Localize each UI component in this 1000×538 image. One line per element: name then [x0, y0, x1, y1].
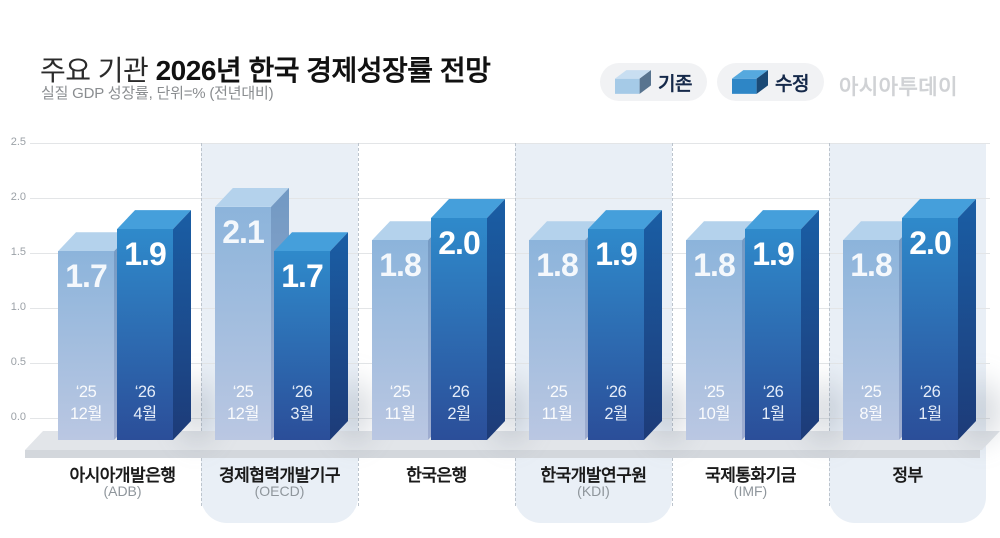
gridline — [30, 418, 990, 419]
bar-old-front-face — [529, 240, 585, 440]
group-separator-dashed-line — [829, 143, 830, 506]
bar-old-top-face — [215, 188, 289, 207]
bar-old-front-face — [372, 240, 428, 440]
bar-new-top-face — [431, 199, 505, 218]
bar-date-label: ‘25 12월 — [69, 383, 103, 423]
bar-value-label: 2.0 — [909, 225, 951, 261]
bar-old-top-face — [372, 221, 446, 240]
bar-date-label: ‘25 8월 — [859, 383, 883, 423]
y-axis-tick-label: 1.5 — [10, 246, 26, 258]
bar-old-top-face — [529, 221, 603, 240]
institution-name-label: 경제협력개발기구 — [218, 466, 341, 485]
bar-date-label: ‘25 10월 — [697, 383, 731, 423]
y-axis-tick-label: 1.0 — [10, 301, 26, 313]
bar-value-label: 1.7 — [65, 258, 107, 295]
bar-value-label: 1.7 — [281, 258, 323, 295]
legend-item-old: 기존 — [600, 63, 707, 101]
gridline — [30, 363, 990, 364]
title-prefix: 주요 기관 — [40, 54, 149, 86]
institution-name-label: 정부 — [892, 466, 923, 485]
bar-date-label: ‘25 11월 — [541, 383, 573, 423]
bar-old-front-face — [843, 240, 899, 440]
group-separator-dashed-line — [672, 143, 673, 506]
legend-new-label: 수정 — [775, 73, 809, 95]
gridline — [30, 253, 990, 254]
bar-date-label: ‘26 4월 — [133, 383, 157, 423]
bar-new-front-face — [117, 229, 173, 440]
bar-new-side-face — [330, 232, 348, 440]
gridline — [30, 143, 990, 144]
y-axis-tick-label: 0.5 — [10, 356, 26, 368]
bar-new-front-face — [431, 218, 487, 440]
group-separator-dashed-line — [358, 143, 359, 506]
bar-new-side-face — [487, 199, 505, 440]
legend-item-new: 수정 — [717, 63, 824, 101]
bar-date-label: ‘26 2월 — [604, 383, 628, 423]
group-separator-dashed-line — [201, 143, 202, 506]
bar-new-top-face — [745, 210, 819, 229]
bar-old-top-face — [58, 232, 132, 251]
bar-value-label: 2.0 — [438, 225, 480, 261]
bar-old-front-face — [686, 240, 742, 440]
gridline — [30, 308, 990, 309]
bar-date-label: ‘25 11월 — [384, 383, 416, 423]
y-axis-tick-label: 0.0 — [10, 411, 26, 423]
bar-value-label: 1.8 — [850, 247, 892, 284]
bar-new-front-face — [745, 229, 801, 440]
bar-new-top-face — [117, 210, 191, 229]
bar-date-label: ‘26 1월 — [918, 383, 942, 423]
bar-value-label: 1.9 — [595, 236, 637, 273]
bar-date-label: ‘26 2월 — [447, 383, 471, 423]
institution-code-label: (KDI) — [577, 483, 610, 499]
bar-value-label: 1.9 — [752, 236, 794, 273]
bar-new-side-face — [644, 210, 662, 440]
y-axis-tick-label: 2.0 — [10, 191, 26, 203]
y-axis-tick-label: 2.5 — [10, 136, 26, 148]
bar-value-label: 2.1 — [222, 213, 264, 250]
bar-new-top-face — [902, 199, 976, 218]
bar-old-top-face — [686, 221, 760, 240]
bar-date-label: ‘26 1월 — [761, 383, 785, 423]
institution-code-label: (OECD) — [254, 483, 305, 499]
bar-new-top-face — [274, 232, 348, 251]
bar-old-front-face — [58, 251, 114, 440]
institution-name-label: 아시아개발은행 — [69, 466, 176, 485]
institution-name-label: 국제통화기금 — [705, 466, 796, 485]
bar-old-front-face — [215, 206, 271, 440]
bar-new-front-face — [274, 251, 330, 440]
chart-subtitle: 실질 GDP 성장률, 단위=% (전년대비) — [41, 85, 274, 102]
floor-platform-front — [25, 450, 980, 458]
bar-date-label: ‘25 12월 — [226, 383, 260, 423]
bar-old-top-face — [843, 221, 917, 240]
bar-new-side-face — [801, 210, 819, 440]
title-main: 2026년 한국 경제성장률 전망 — [155, 54, 491, 86]
group-separator-dashed-line — [515, 143, 516, 506]
gridline — [30, 198, 990, 199]
bar-new-top-face — [588, 210, 662, 229]
institution-name-label: 한국개발연구원 — [540, 466, 647, 485]
brand-logo: 아시아투데이 — [839, 76, 958, 99]
bar-value-label: 1.8 — [693, 247, 735, 284]
bar-new-front-face — [902, 218, 958, 440]
bar-value-label: 1.8 — [536, 247, 578, 284]
institution-code-label: (IMF) — [733, 483, 768, 499]
legend-old-label: 기존 — [658, 73, 692, 95]
bar-value-label: 1.9 — [124, 236, 166, 273]
cube-icon-old — [615, 70, 651, 94]
institution-code-label: (ADB) — [103, 483, 142, 499]
bar-new-side-face — [958, 199, 976, 440]
page-title: 주요 기관 2026년 한국 경제성장률 전망 — [40, 49, 491, 89]
bar-date-label: ‘26 3월 — [290, 383, 314, 423]
bar-value-label: 1.8 — [379, 247, 421, 284]
cube-icon-new — [732, 70, 768, 94]
bar-new-front-face — [588, 229, 644, 440]
institution-name-label: 한국은행 — [406, 466, 467, 485]
bar-new-side-face — [173, 210, 191, 440]
